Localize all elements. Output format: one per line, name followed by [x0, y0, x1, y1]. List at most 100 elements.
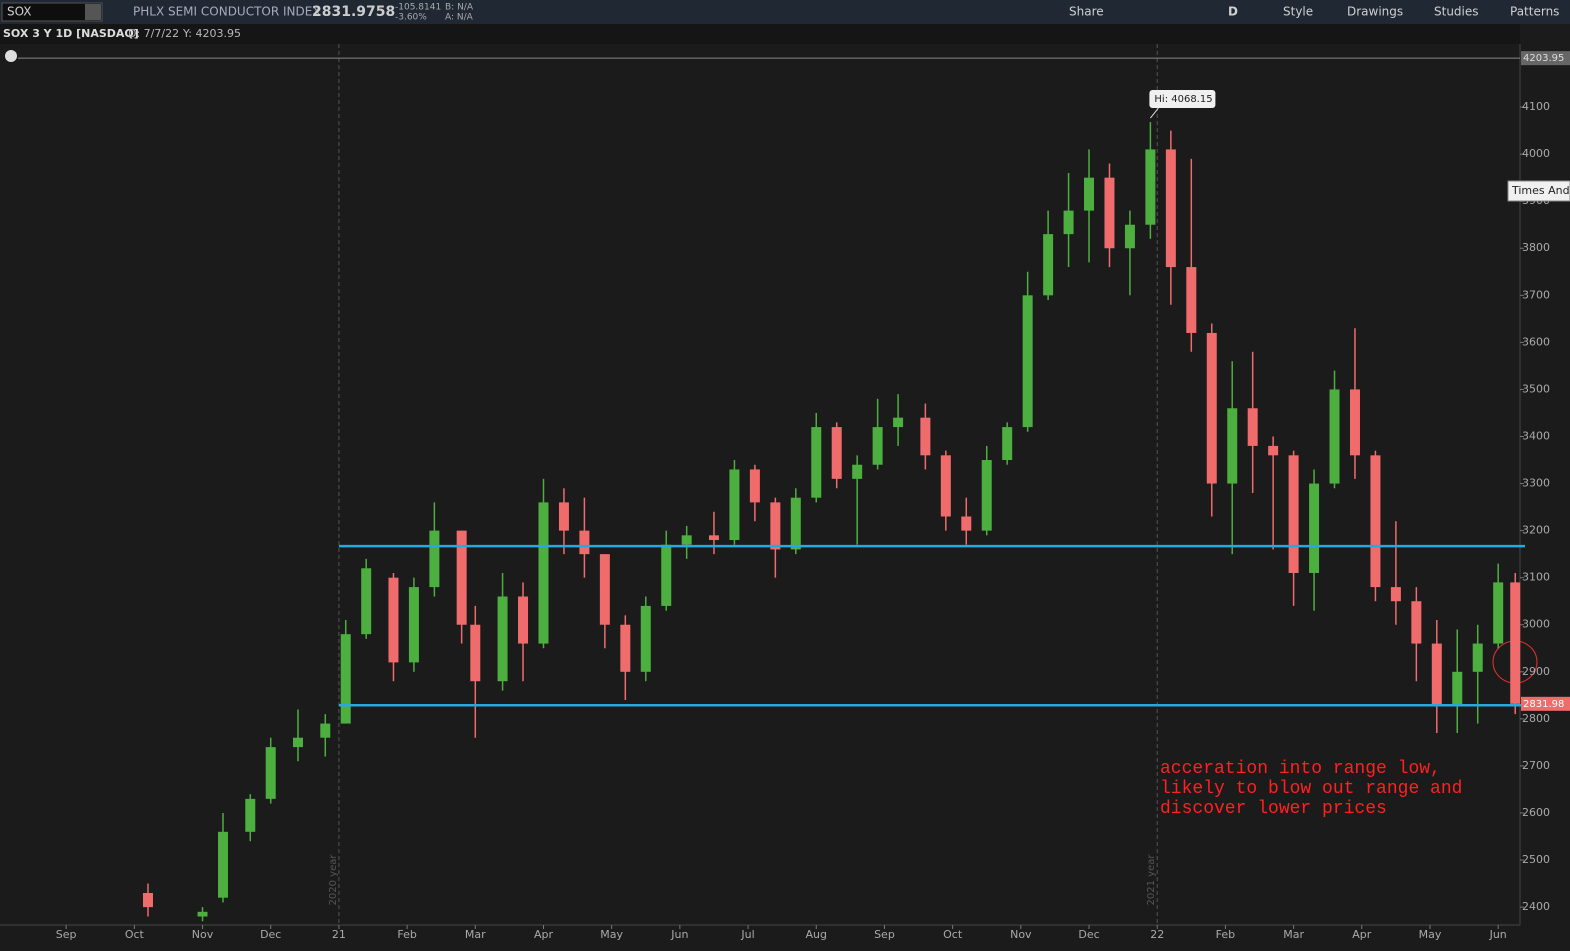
change-pct: -3.60% — [395, 13, 427, 23]
candle-body — [961, 516, 972, 531]
candle-body — [1268, 445, 1279, 456]
year-label: 2020 year — [328, 854, 339, 906]
candle-body — [558, 502, 569, 531]
candle-body — [681, 535, 692, 545]
candle-body — [1022, 295, 1033, 428]
high-label: Hi: 4068.15 — [1154, 94, 1212, 105]
candle-body — [497, 596, 508, 682]
candle-body — [217, 831, 228, 898]
symbol-dropdown[interactable] — [85, 4, 101, 20]
candle-body — [770, 502, 781, 550]
last-price-label: 2831.98 — [1523, 699, 1564, 710]
x-tick-label: Dec — [1078, 928, 1099, 941]
y-tick-label: 2700 — [1522, 759, 1550, 772]
chart-name: SOX 3 Y 1D [NASDAQ] — [3, 27, 139, 40]
x-tick-label: Aug — [806, 928, 827, 941]
y-tick-label: 3300 — [1522, 477, 1550, 490]
y-tick-label: 3700 — [1522, 288, 1550, 301]
x-tick-label: Oct — [943, 928, 963, 941]
candle-body — [1309, 483, 1320, 573]
y-tick-label: 3800 — [1522, 241, 1550, 254]
cursor-price-box — [1521, 51, 1570, 66]
x-tick-label: Jun — [670, 928, 688, 941]
description: PHLX SEMI CONDUCTOR INDEX — [133, 5, 321, 19]
candle-body — [292, 737, 303, 748]
candle-body — [1227, 408, 1238, 484]
candle-body — [142, 892, 153, 908]
share-button[interactable]: Share — [1069, 5, 1104, 19]
y-tick-label: 4000 — [1522, 147, 1550, 160]
candle-body — [1493, 582, 1504, 644]
y-tick-label: 2400 — [1522, 900, 1550, 913]
x-tick-label: Nov — [192, 928, 214, 941]
candle-body — [1186, 267, 1197, 333]
candle-body — [981, 460, 992, 531]
last-price-box — [1521, 696, 1570, 711]
candle-body — [708, 535, 719, 541]
x-tick-label: Dec — [260, 928, 281, 941]
candle-body — [1104, 177, 1115, 249]
candle-body — [872, 427, 883, 465]
candle-body — [620, 624, 631, 672]
x-tick-label: Mar — [1283, 928, 1304, 941]
candle-body — [1452, 671, 1463, 705]
candle-body — [811, 427, 822, 498]
toolbar — [0, 0, 1570, 24]
symbol: SOX — [7, 5, 32, 19]
candle-body — [538, 502, 549, 644]
bid: B: N/A — [445, 3, 474, 13]
drawings-button[interactable]: Drawings — [1347, 5, 1403, 19]
side-tab-label[interactable]: Times And — [1511, 184, 1570, 197]
candle-body — [920, 417, 931, 456]
candle-body — [1124, 224, 1135, 249]
candle-body — [1349, 389, 1360, 456]
candle-body — [388, 577, 399, 663]
candle-body — [1247, 408, 1258, 446]
y-tick-label: 2800 — [1522, 712, 1550, 725]
alert-icon[interactable] — [5, 50, 17, 62]
y-tick-label: 2600 — [1522, 806, 1550, 819]
high-pointer — [1150, 107, 1159, 119]
candle-body — [790, 497, 801, 550]
symbol-box[interactable] — [1, 2, 103, 22]
candle-body — [1084, 177, 1095, 211]
candle-body — [197, 911, 208, 917]
x-tick-label: Feb — [1216, 928, 1235, 941]
chart-date: D: 7/7/22 — [128, 27, 179, 40]
candle-body — [1329, 389, 1340, 484]
side-tab[interactable] — [1507, 180, 1570, 202]
aggregation-button[interactable]: D — [1228, 5, 1238, 19]
y-tick-label: 3500 — [1522, 382, 1550, 395]
x-tick-label: Apr — [1352, 928, 1372, 941]
candle-body — [729, 469, 740, 541]
x-tick-label: May — [600, 928, 623, 941]
cursor-price-label: 4203.95 — [1523, 53, 1564, 64]
x-tick-label: Feb — [397, 928, 416, 941]
candle-body — [599, 554, 610, 625]
high-label-box — [1149, 90, 1216, 109]
candle-body — [1411, 601, 1422, 644]
candle-body — [1043, 234, 1054, 296]
y-tick-label: 3200 — [1522, 524, 1550, 537]
candle-body — [1145, 149, 1156, 225]
y-tick-label: 3100 — [1522, 571, 1550, 584]
price: 2831.9758 — [312, 4, 395, 20]
candle-body — [456, 530, 467, 625]
candle-body — [265, 747, 276, 799]
annotation: likely to blow out range and — [1160, 779, 1462, 799]
candle-body — [1206, 332, 1217, 484]
studies-button[interactable]: Studies — [1434, 5, 1479, 19]
y-tick-label: 4100 — [1522, 100, 1550, 113]
x-tick-label: Jul — [740, 928, 754, 941]
candle-body — [470, 624, 481, 682]
candle-body — [579, 530, 590, 555]
candle-body — [831, 427, 842, 479]
candle-body — [1370, 455, 1381, 588]
style-button[interactable]: Style — [1283, 5, 1313, 19]
patterns-button[interactable]: Patterns — [1510, 5, 1559, 19]
candle-body — [1288, 455, 1299, 573]
x-tick-label: Apr — [534, 928, 554, 941]
candle-body — [893, 417, 904, 428]
y-tick-label: 2900 — [1522, 665, 1550, 678]
